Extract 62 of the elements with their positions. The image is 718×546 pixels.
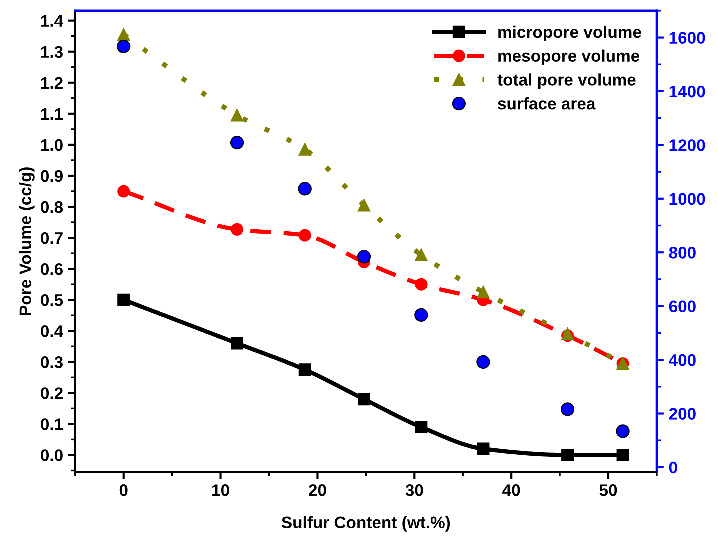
x-tick-label: 20 [309,484,326,496]
y2-tick-label: 400 [669,354,696,366]
y-tick-label: 1.1 [41,108,64,120]
point [118,294,130,306]
point [357,250,372,264]
point [298,229,312,242]
y-axis-title: Pore Volume (cc/g) [19,168,35,316]
point [476,355,490,369]
x-tick-label: 50 [600,484,618,496]
y2-tick-label: 1200 [670,140,706,152]
y-tick-label: 0.6 [41,263,63,276]
point [118,28,130,42]
y2-tick-label: 800 [669,247,696,259]
point [117,40,131,54]
point [562,448,574,462]
y2-tick-label: 1400 [670,86,706,98]
y-tick-label: 0.7 [41,232,63,244]
y-tick-label: 0.3 [41,356,63,368]
point [231,337,244,350]
x-tick-label: 30 [406,484,424,496]
point [298,143,312,156]
point [415,248,428,262]
point [230,136,244,150]
point [415,278,428,291]
point [414,308,428,322]
legend-label: total pore volume [498,74,636,90]
point [118,185,130,198]
legend-label: mesopore volume [498,50,640,66]
y2-tick-label: 600 [669,300,696,313]
x-axis-title: Sulfur Content (wt.%) [282,516,450,532]
x-tick-label: 10 [212,484,230,496]
y-tick-label: 1.4 [41,15,64,27]
y2-tick-label: 200 [669,408,696,420]
x-tick-label: 40 [502,484,520,496]
y-tick-label: 0.4 [41,326,64,338]
y-tick-label: 1.3 [41,46,63,58]
y2-tick-label: 0 [669,462,678,474]
y-tick-label: 1.0 [41,139,63,152]
y-tick-label: 0.1 [41,418,64,430]
point [415,421,428,434]
point [358,199,370,212]
point [560,402,575,416]
y-tick-label: 0.5 [41,294,64,306]
legend-label: micropore volume [498,26,642,42]
y-tick-label: 0.8 [41,201,64,214]
x-tick-label: 0 [120,484,128,496]
y-tick-label: 0.0 [41,450,63,462]
point [298,182,312,196]
y-tick-label: 0.9 [41,170,63,182]
y-tick-label: 0.2 [41,388,63,400]
legend-label: surface area [498,98,596,110]
y2-tick-label: 1600 [670,32,706,44]
point [358,393,370,406]
point [477,442,490,456]
y2-tick-label: 1000 [670,193,706,206]
point [616,448,630,462]
y-tick-label: 1.2 [41,77,63,89]
point [477,286,490,299]
point [231,109,244,122]
point [231,223,244,236]
point [298,364,312,376]
point [616,424,630,438]
